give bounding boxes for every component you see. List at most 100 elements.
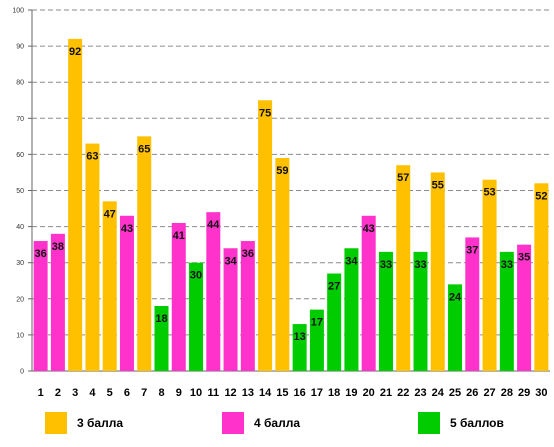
bar-10 bbox=[189, 262, 204, 371]
bar-28 bbox=[499, 251, 514, 371]
legend-item: 3 балла bbox=[45, 410, 123, 436]
y-tick-label: 90 bbox=[16, 44, 24, 51]
data-label-9: 41 bbox=[173, 230, 185, 242]
bar-11 bbox=[206, 212, 221, 371]
legend-item: 4 балла bbox=[222, 410, 300, 436]
x-tick-label-4: 4 bbox=[89, 387, 96, 399]
x-tick-label-20: 20 bbox=[363, 387, 375, 399]
y-tick-label: 20 bbox=[16, 296, 24, 303]
bar-18 bbox=[327, 273, 342, 371]
bar-8 bbox=[154, 306, 169, 371]
data-label-22: 57 bbox=[397, 172, 409, 184]
legend-swatch bbox=[222, 412, 244, 434]
data-label-1: 36 bbox=[35, 248, 47, 260]
bar-5 bbox=[102, 201, 117, 371]
bar-20 bbox=[361, 215, 376, 371]
data-label-10: 30 bbox=[190, 270, 202, 282]
x-tick-labels: 1 2 3 4 5 6 7 8 9 10 11 12 13 14 15 16 17 18 19 20 21 22 23 24 2… bbox=[38, 387, 548, 399]
legend-label: 4 балла bbox=[254, 416, 301, 430]
y-tick-label: 30 bbox=[16, 260, 24, 267]
x-tick-label-24: 24 bbox=[432, 387, 445, 399]
legend-label: 5 баллов bbox=[450, 416, 504, 430]
legend-label: 3 балла bbox=[77, 416, 124, 430]
bar-6 bbox=[119, 215, 134, 371]
bars bbox=[33, 38, 549, 371]
x-tick-label-1: 1 bbox=[38, 387, 44, 399]
bar-2 bbox=[50, 233, 65, 371]
data-label-23: 33 bbox=[414, 259, 426, 271]
bar-22 bbox=[396, 165, 411, 371]
data-label-28: 33 bbox=[501, 259, 513, 271]
x-tick-label-9: 9 bbox=[176, 387, 182, 399]
data-label-2: 38 bbox=[52, 241, 64, 253]
bar-26 bbox=[465, 237, 480, 371]
x-tick-label-30: 30 bbox=[535, 387, 547, 399]
data-label-20: 43 bbox=[363, 223, 375, 235]
x-tick-label-5: 5 bbox=[107, 387, 113, 399]
data-label-24: 55 bbox=[432, 179, 444, 191]
x-tick-label-12: 12 bbox=[224, 387, 236, 399]
data-label-30: 52 bbox=[535, 190, 547, 202]
axes bbox=[28, 9, 550, 372]
x-tick-label-16: 16 bbox=[294, 387, 306, 399]
data-label-26: 37 bbox=[466, 244, 478, 256]
x-tick-label-7: 7 bbox=[141, 387, 147, 399]
bar-16 bbox=[292, 324, 307, 371]
data-label-15: 59 bbox=[276, 165, 288, 177]
x-tick-label-25: 25 bbox=[449, 387, 461, 399]
bar-3 bbox=[68, 38, 83, 371]
legend: 3 балла 4 балла 5 баллов bbox=[0, 410, 554, 440]
bar-9 bbox=[171, 222, 186, 371]
bar-17 bbox=[309, 309, 324, 371]
data-label-7: 65 bbox=[138, 143, 150, 155]
x-tick-label-28: 28 bbox=[501, 387, 513, 399]
bar-27 bbox=[482, 179, 497, 371]
legend-swatch bbox=[418, 412, 440, 434]
bar-25 bbox=[448, 284, 463, 371]
bar-chart: 3638926347436518413044343675591317273443… bbox=[12, 8, 550, 399]
x-tick-label-22: 22 bbox=[397, 387, 409, 399]
x-tick-label-6: 6 bbox=[124, 387, 130, 399]
y-tick-label: 60 bbox=[16, 152, 24, 159]
bar-4 bbox=[85, 143, 100, 371]
y-tick-label: 100 bbox=[12, 8, 24, 15]
bar-12 bbox=[223, 248, 238, 371]
data-label-12: 34 bbox=[224, 255, 237, 267]
bar-21 bbox=[378, 251, 393, 371]
bar-15 bbox=[275, 158, 290, 371]
x-tick-label-14: 14 bbox=[259, 387, 272, 399]
bar-19 bbox=[344, 248, 359, 371]
x-tick-label-18: 18 bbox=[328, 387, 340, 399]
data-label-4: 63 bbox=[86, 151, 98, 163]
data-labels: 36 38 92 63 47 43 65 18 41 30 44 34 36 75 59 13 17 27 34 43… bbox=[35, 46, 548, 343]
bar-14 bbox=[258, 100, 273, 371]
y-tick-label: 50 bbox=[16, 188, 24, 195]
data-label-14: 75 bbox=[259, 107, 271, 119]
x-tick-label-3: 3 bbox=[72, 387, 78, 399]
data-label-6: 43 bbox=[121, 223, 133, 235]
x-tick-label-27: 27 bbox=[483, 387, 495, 399]
bar-7 bbox=[137, 136, 152, 371]
x-tick-label-26: 26 bbox=[466, 387, 478, 399]
data-label-19: 34 bbox=[345, 255, 358, 267]
legend-item: 5 баллов bbox=[418, 410, 504, 436]
x-tick-label-2: 2 bbox=[55, 387, 61, 399]
x-tick-label-17: 17 bbox=[311, 387, 323, 399]
bar-13 bbox=[240, 241, 255, 371]
x-tick-label-19: 19 bbox=[345, 387, 357, 399]
bar-23 bbox=[413, 251, 428, 371]
x-tick-label-29: 29 bbox=[518, 387, 530, 399]
data-label-25: 24 bbox=[449, 291, 462, 303]
y-tick-label: 0 bbox=[20, 369, 24, 376]
data-label-17: 17 bbox=[311, 317, 323, 329]
data-label-5: 47 bbox=[104, 208, 116, 220]
data-label-27: 53 bbox=[483, 187, 495, 199]
x-tick-label-11: 11 bbox=[207, 387, 219, 399]
y-tick-label: 10 bbox=[16, 332, 24, 339]
bar-29 bbox=[517, 244, 532, 371]
x-tick-label-23: 23 bbox=[414, 387, 426, 399]
bar-30 bbox=[534, 183, 549, 371]
data-label-13: 36 bbox=[242, 248, 254, 260]
data-label-16: 13 bbox=[294, 331, 306, 343]
y-tick-labels: 0 10 20 30 40 50 60 70 80 90 100 bbox=[12, 8, 24, 376]
